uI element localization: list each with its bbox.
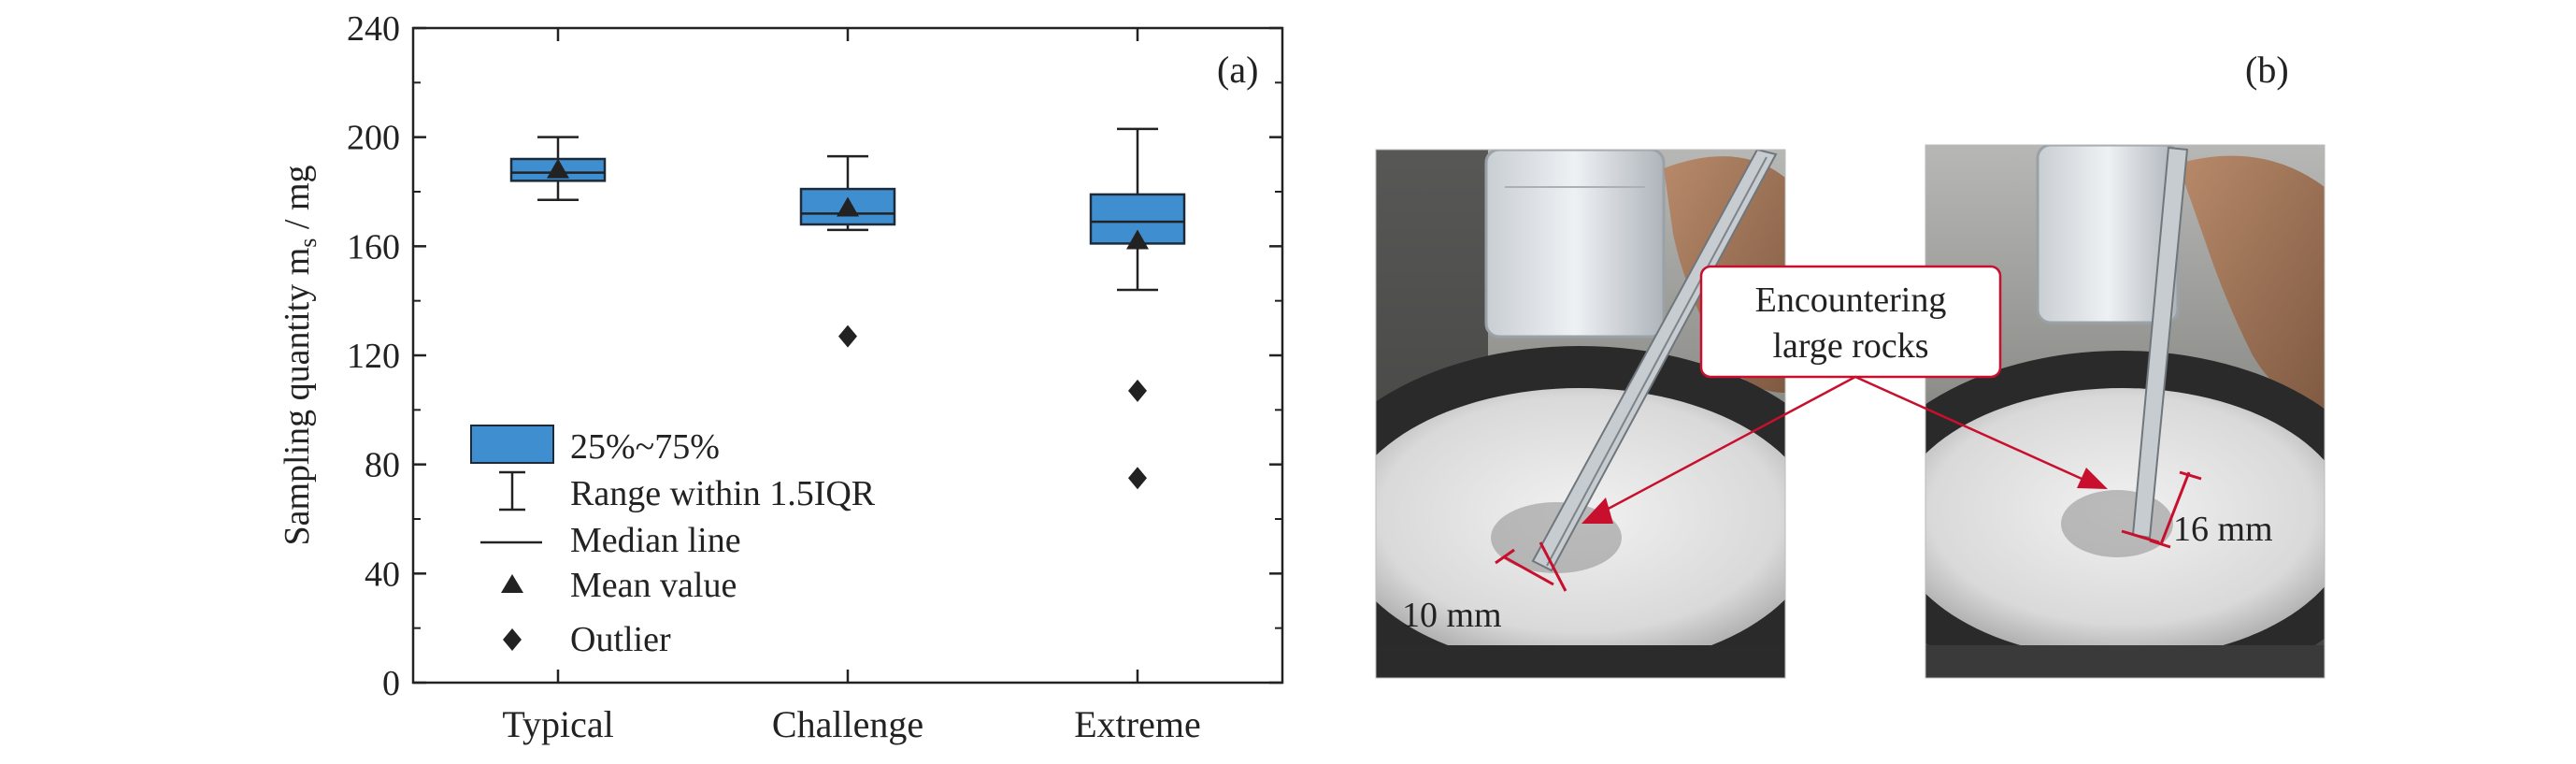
legend-mean-symbol: [501, 574, 523, 593]
outlier-marker: [1128, 467, 1147, 490]
x-axis-ticks: Typical Challenge Extreme: [502, 28, 1201, 745]
plot-frame: [411, 26, 1284, 685]
y-tick-label: 120: [347, 337, 400, 376]
legend-mean-label: Mean value: [570, 566, 737, 605]
y-tick-label: 80: [365, 446, 400, 485]
box-series: [509, 127, 1186, 490]
dimension-left-label: 10 mm: [1402, 596, 1502, 635]
y-tick-label: 200: [347, 119, 400, 158]
dimension-left: [1495, 541, 1567, 592]
y-tick-label: 0: [382, 664, 400, 703]
y-axis-label-subscript: s: [294, 238, 322, 248]
legend-whisker-symbol: [499, 470, 525, 512]
mean-marker: [547, 158, 569, 179]
legend-whisker-label: Range within 1.5IQR: [570, 474, 876, 513]
y-axis-label-main: Sampling quantity m: [278, 248, 317, 546]
x-tick-label: Extreme: [1074, 703, 1201, 745]
callout-arrowhead-right: [2077, 468, 2108, 489]
photo-panel: (b): [1375, 49, 2326, 679]
legend-box-swatch: [470, 425, 554, 464]
y-tick-label: 160: [347, 227, 400, 267]
y-tick-label: 40: [365, 555, 400, 594]
legend-outlier-symbol: [503, 628, 522, 651]
callout-arrowhead-left: [1581, 497, 1613, 524]
callout-line-2: large rocks: [1772, 326, 1928, 366]
mean-marker: [1126, 229, 1149, 250]
photo-right-frame: [1925, 144, 2326, 679]
outlier-marker: [838, 324, 857, 348]
callout-pointer: [1588, 375, 2099, 521]
y-axis-label: Sampling quantity ms / mg: [278, 165, 322, 545]
outlier-marker: [1128, 379, 1147, 402]
box-extreme: [1089, 127, 1186, 490]
y-tick-label: 240: [347, 9, 400, 49]
mean-marker: [837, 196, 859, 217]
legend-median-label: Median line: [570, 521, 741, 560]
photo-left: [1376, 150, 1785, 678]
box-typical: [509, 136, 607, 201]
y-axis-label-unit: / mg: [278, 165, 317, 238]
box-plot-panel: 0 40 80 120 160 200 240 Typical Challenge Extrem…: [278, 9, 1284, 745]
legend-box-label: 25%~75%: [570, 427, 720, 467]
callout-box: [1699, 265, 2002, 379]
dimension-right: [2121, 470, 2202, 549]
legend-outlier-label: Outlier: [570, 620, 671, 659]
panel-b-label: (b): [2245, 49, 2289, 91]
panel-a-label: (a): [1217, 49, 1258, 91]
x-tick-label: Typical: [502, 703, 613, 745]
box-challenge: [799, 154, 896, 348]
dimension-right-label: 16 mm: [2173, 510, 2273, 549]
callout-line-1: Encountering: [1755, 281, 1947, 320]
y-axis-ticks: 0 40 80 120 160 200 240: [347, 9, 1282, 703]
legend: 25%~75% Range within 1.5IQR Median line …: [470, 425, 876, 659]
callout: Encountering large rocks: [1581, 265, 2108, 524]
photo-right: [1925, 145, 2325, 678]
x-tick-label: Challenge: [772, 703, 923, 745]
